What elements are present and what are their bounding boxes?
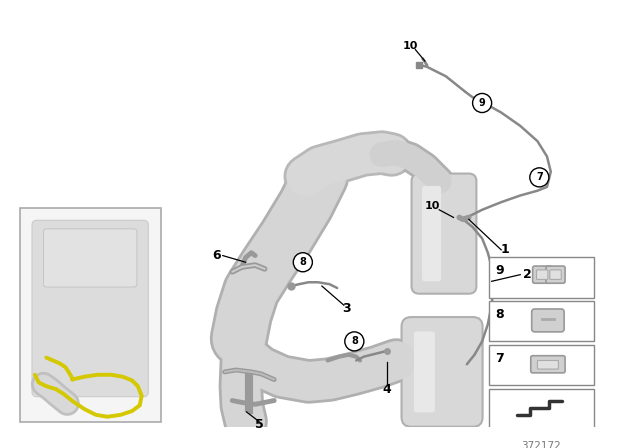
Text: 1: 1 [500, 243, 509, 256]
FancyBboxPatch shape [44, 229, 137, 287]
FancyBboxPatch shape [401, 317, 483, 427]
Text: 2: 2 [522, 268, 531, 281]
Text: 5: 5 [255, 418, 263, 431]
Circle shape [293, 253, 312, 272]
Text: 4: 4 [382, 383, 391, 396]
FancyBboxPatch shape [489, 389, 594, 429]
FancyBboxPatch shape [412, 173, 476, 294]
Text: 372172: 372172 [522, 440, 561, 448]
FancyBboxPatch shape [546, 266, 565, 283]
Circle shape [345, 332, 364, 351]
Text: 7: 7 [495, 352, 504, 365]
Text: 8: 8 [495, 308, 504, 321]
FancyBboxPatch shape [489, 258, 594, 297]
FancyBboxPatch shape [531, 356, 565, 373]
FancyBboxPatch shape [20, 208, 161, 422]
Text: 9: 9 [479, 98, 486, 108]
Text: 8: 8 [300, 257, 307, 267]
FancyBboxPatch shape [550, 270, 561, 280]
FancyBboxPatch shape [532, 266, 552, 283]
Text: 6: 6 [212, 249, 221, 262]
Circle shape [472, 94, 492, 112]
FancyBboxPatch shape [32, 220, 148, 397]
FancyBboxPatch shape [538, 361, 559, 369]
FancyBboxPatch shape [489, 302, 594, 341]
Text: 8: 8 [351, 336, 358, 346]
FancyBboxPatch shape [489, 345, 594, 385]
Text: 3: 3 [342, 302, 351, 315]
Text: 7: 7 [536, 172, 543, 182]
FancyBboxPatch shape [532, 309, 564, 332]
Circle shape [530, 168, 549, 187]
FancyBboxPatch shape [414, 332, 435, 413]
Text: 10: 10 [425, 201, 440, 211]
FancyBboxPatch shape [536, 270, 548, 280]
Text: 9: 9 [495, 264, 504, 277]
Text: 10: 10 [403, 41, 419, 51]
FancyBboxPatch shape [422, 186, 441, 281]
